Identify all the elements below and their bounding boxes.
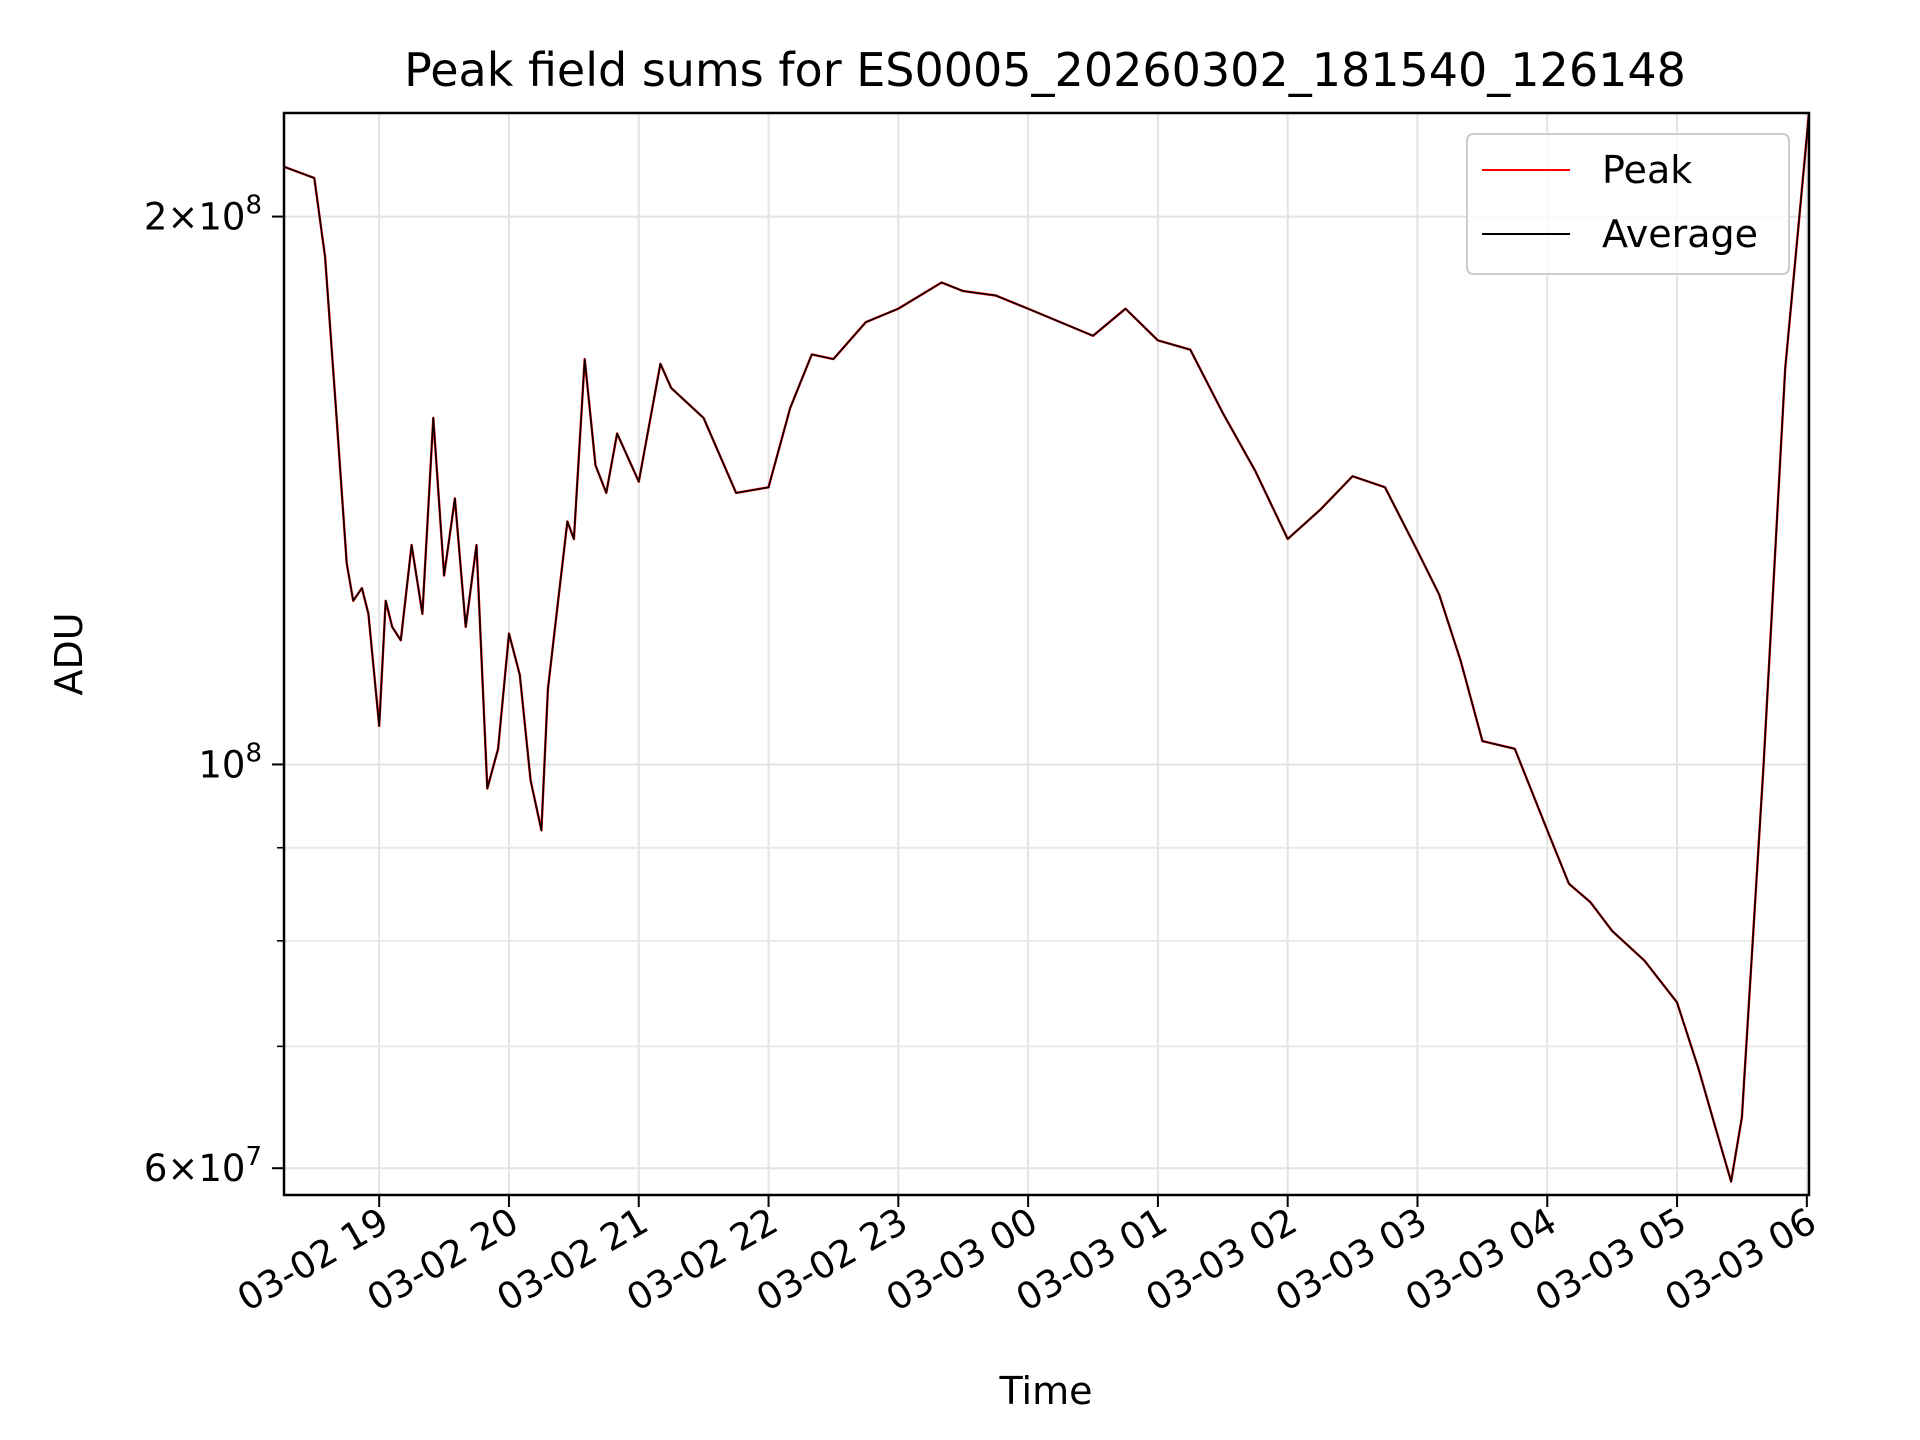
y-axis: 6×107 108 2×108 xyxy=(144,191,284,1190)
legend-label-peak: Peak xyxy=(1602,148,1692,192)
y-tick-label: 6×107 xyxy=(144,1142,262,1190)
series-line-average xyxy=(283,112,1810,1183)
y-axis-label: ADU xyxy=(47,612,91,695)
chart-title: Peak field sums for ES0005_20260302_1815… xyxy=(404,43,1686,97)
series-layer xyxy=(283,112,1811,1183)
legend-label-average: Average xyxy=(1602,212,1758,256)
x-axis-label: Time xyxy=(999,1369,1093,1413)
y-tick-label: 108 xyxy=(198,738,262,786)
y-tick-label: 2×108 xyxy=(144,191,262,239)
legend: Peak Average xyxy=(1466,133,1790,275)
grid xyxy=(284,113,1809,1195)
plot-frame xyxy=(282,111,1811,1197)
